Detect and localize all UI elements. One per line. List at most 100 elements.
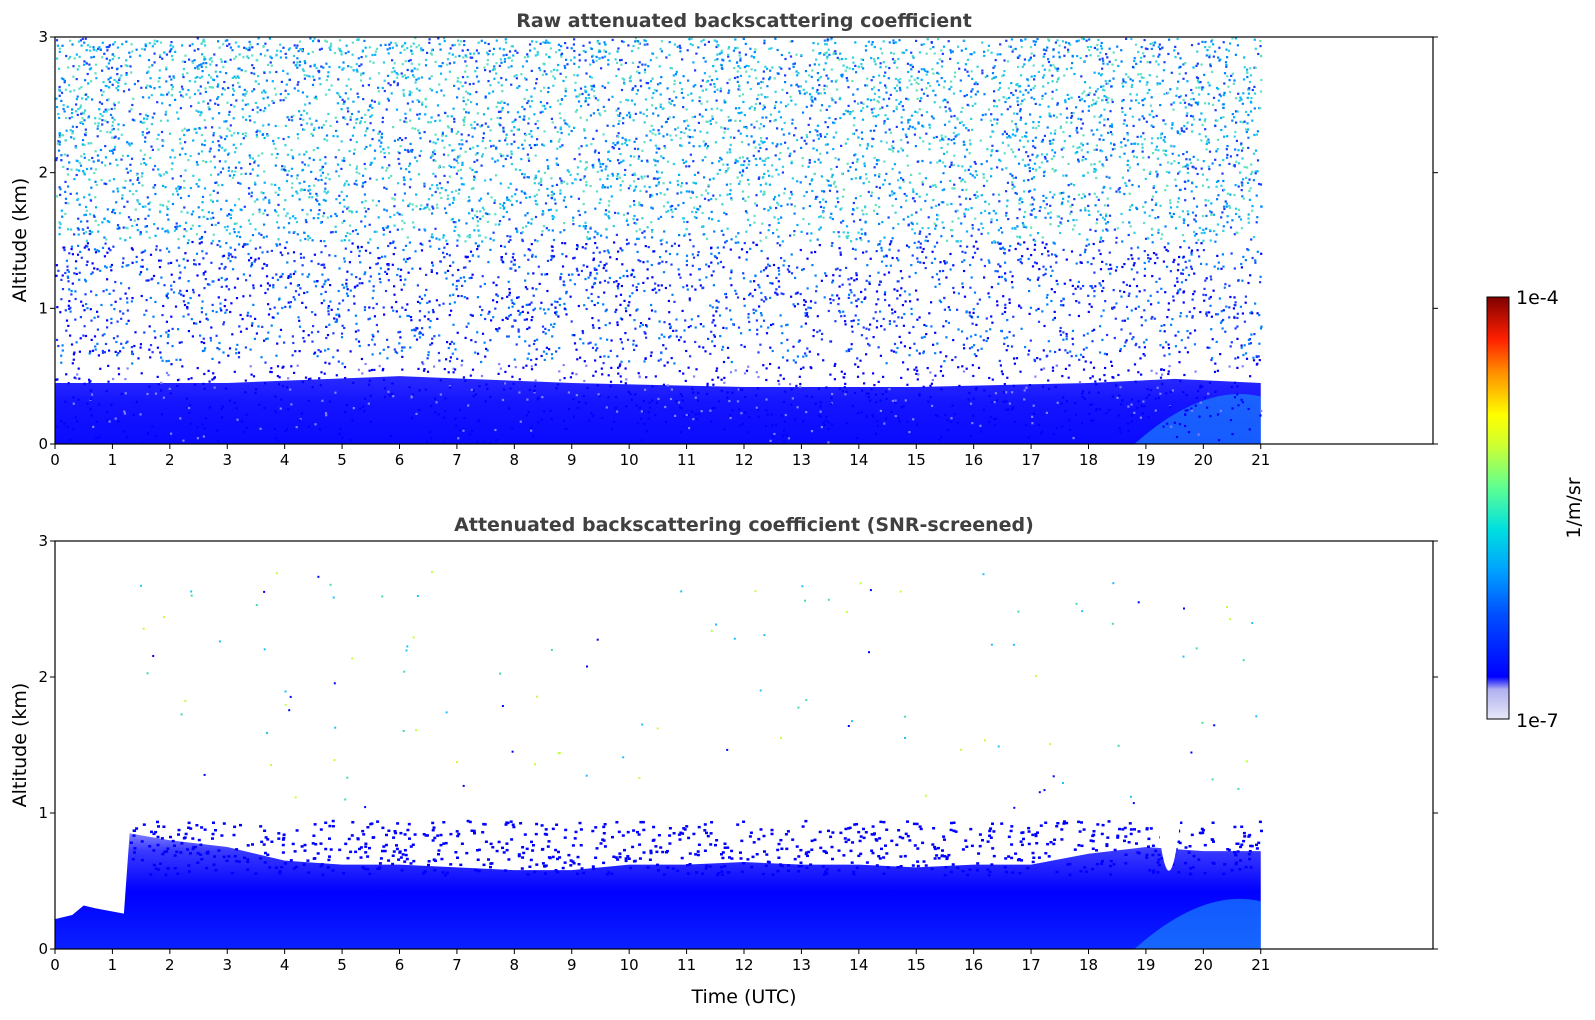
- noise-pixel: [501, 297, 504, 300]
- noise-pixel: [165, 53, 168, 56]
- noise-pixel: [471, 273, 474, 276]
- noise-pixel: [995, 105, 999, 108]
- noise-pixel: [1067, 200, 1070, 203]
- noise-pixel: [460, 183, 463, 186]
- noise-pixel: [270, 183, 273, 186]
- noise-pixel: [336, 92, 339, 95]
- noise-pixel: [241, 318, 244, 321]
- noise-pixel: [378, 277, 381, 281]
- noise-pixel: [808, 131, 812, 134]
- noise-pixel: [135, 48, 138, 51]
- noise-pixel: [326, 334, 330, 337]
- noise-pixel: [266, 250, 269, 253]
- noise-pixel: [377, 90, 380, 93]
- noise-pixel: [1001, 247, 1004, 250]
- noise-pixel: [437, 37, 440, 40]
- noise-pixel: [786, 359, 789, 362]
- noise-pixel: [759, 86, 762, 89]
- noise-pixel: [895, 98, 898, 102]
- noise-pixel: [78, 169, 81, 172]
- noise-pixel: [177, 117, 180, 120]
- noise-pixel: [1051, 142, 1054, 145]
- noise-pixel: [165, 66, 168, 69]
- noise-pixel: [793, 233, 796, 237]
- noise-pixel: [659, 105, 662, 109]
- noise-pixel: [352, 100, 355, 103]
- noise-pixel: [540, 301, 543, 304]
- noise-pixel: [941, 374, 945, 377]
- noise-pixel: [322, 215, 325, 218]
- noise-pixel: [763, 207, 766, 211]
- noise-pixel: [93, 267, 96, 270]
- noise-pixel: [501, 204, 504, 207]
- noise-pixel: [796, 406, 799, 409]
- noise-pixel: [1182, 301, 1185, 304]
- noise-pixel: [615, 395, 618, 399]
- noise-pixel: [915, 39, 918, 42]
- noise-pixel: [634, 185, 637, 188]
- noise-pixel: [81, 117, 84, 120]
- noise-pixel: [550, 117, 553, 120]
- noise-pixel: [1028, 279, 1032, 282]
- noise-pixel: [243, 94, 247, 97]
- noise-pixel: [424, 98, 427, 101]
- noise-pixel: [1125, 305, 1129, 308]
- noise-pixel: [957, 328, 960, 331]
- noise-pixel: [1252, 236, 1256, 239]
- noise-pixel: [1125, 37, 1128, 40]
- noise-pixel: [873, 129, 876, 132]
- noise-pixel: [1023, 58, 1026, 61]
- noise-pixel: [179, 271, 182, 274]
- noise-pixel: [182, 235, 186, 238]
- noise-pixel: [396, 82, 399, 85]
- noise-pixel: [475, 75, 479, 78]
- noise-pixel: [1173, 258, 1176, 261]
- noise-pixel: [609, 385, 612, 388]
- noise-pixel: [148, 201, 152, 204]
- noise-pixel: [607, 251, 610, 254]
- noise-pixel: [1033, 261, 1037, 264]
- noise-pixel: [1167, 343, 1170, 346]
- noise-pixel: [309, 192, 312, 195]
- noise-pixel: [1124, 113, 1127, 116]
- noise-pixel: [526, 101, 529, 105]
- noise-pixel: [1014, 134, 1017, 137]
- noise-pixel: [341, 159, 344, 162]
- noise-pixel: [808, 222, 811, 226]
- noise-pixel: [1070, 182, 1073, 185]
- noise-pixel: [709, 304, 712, 307]
- noise-pixel: [1163, 136, 1166, 139]
- noise-pixel: [417, 129, 420, 132]
- noise-pixel: [325, 120, 328, 123]
- noise-pixel: [1240, 346, 1243, 349]
- noise-pixel: [428, 431, 431, 434]
- noise-pixel: [925, 235, 928, 238]
- noise-pixel: [615, 280, 618, 283]
- noise-pixel: [58, 50, 61, 53]
- noise-pixel: [802, 218, 805, 221]
- noise-pixel: [533, 195, 536, 198]
- noise-pixel: [1200, 139, 1203, 142]
- noise-pixel: [488, 92, 491, 95]
- noise-pixel: [321, 399, 324, 402]
- noise-pixel: [599, 198, 602, 201]
- noise-pixel: [287, 93, 290, 96]
- noise-pixel: [820, 426, 823, 429]
- noise-pixel: [1200, 112, 1203, 115]
- noise-pixel: [534, 239, 537, 242]
- noise-pixel: [448, 302, 452, 305]
- noise-pixel: [329, 124, 332, 127]
- noise-pixel: [694, 288, 697, 291]
- noise-pixel: [1126, 139, 1129, 142]
- noise-pixel: [306, 291, 309, 294]
- noise-pixel: [1248, 80, 1252, 84]
- noise-pixel: [708, 75, 711, 78]
- noise-pixel: [451, 53, 454, 56]
- noise-pixel: [63, 110, 66, 113]
- noise-pixel: [1017, 258, 1020, 262]
- noise-pixel: [839, 269, 842, 272]
- noise-pixel: [891, 145, 894, 148]
- noise-pixel: [203, 387, 206, 390]
- noise-pixel: [1099, 213, 1102, 216]
- noise-pixel: [798, 339, 801, 342]
